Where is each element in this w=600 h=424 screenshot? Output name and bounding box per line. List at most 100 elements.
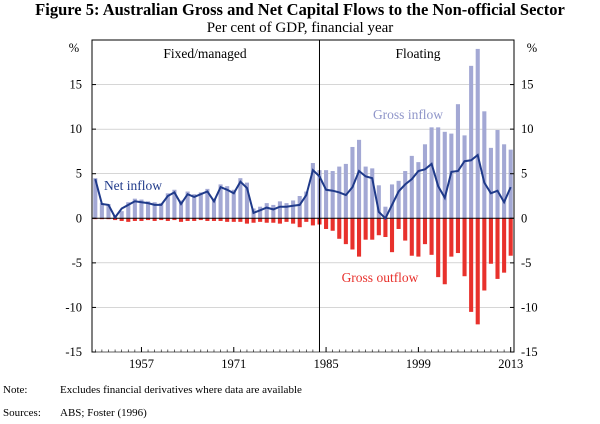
unit-label-left: %	[69, 41, 79, 55]
y-tick-label: 5	[76, 167, 82, 181]
gross-inflow-bar	[211, 198, 217, 219]
gross-inflow-bar	[304, 191, 309, 219]
gridlines	[92, 84, 514, 353]
gross-inflow-bar	[297, 196, 302, 219]
gross-outflow-bar	[284, 218, 289, 222]
y-tick-label: -15	[65, 345, 82, 359]
gross-outflow-bar	[113, 218, 118, 221]
gross-inflow-bar	[357, 139, 362, 219]
annotation-gross-inflow: Gross inflow	[373, 107, 443, 122]
gross-inflow-bar	[244, 182, 249, 219]
gross-inflow-bar	[132, 198, 137, 219]
gross-outflow-bars	[93, 218, 513, 325]
annotation-gross-outflow: Gross outflow	[342, 270, 419, 285]
gross-outflow-bar	[218, 218, 223, 221]
gross-outflow-bar	[436, 218, 441, 278]
gross-inflow-bar	[264, 203, 269, 219]
gross-inflow-bar	[139, 199, 144, 219]
sources-label: Sources:	[3, 407, 41, 419]
gross-outflow-bar	[251, 218, 256, 223]
gross-outflow-bar	[330, 218, 335, 231]
y-tick-label: -10	[521, 300, 538, 314]
gross-inflow-bar	[172, 189, 177, 219]
y-tick-label: 15	[521, 78, 534, 92]
x-tick-label: 1985	[314, 357, 339, 371]
y-tick-label: -15	[521, 345, 538, 359]
gross-outflow-bar	[363, 218, 368, 240]
gross-outflow-bar	[119, 218, 124, 221]
gross-inflow-bar	[429, 127, 434, 219]
gross-inflow-bar	[416, 162, 421, 219]
gross-outflow-bar	[198, 218, 203, 221]
gross-inflow-bar	[185, 191, 190, 219]
region-label-fixed: Fixed/managed	[163, 46, 246, 61]
gross-inflow-bar	[277, 201, 282, 219]
gross-inflow-bar	[218, 184, 223, 219]
gross-outflow-bar	[488, 218, 493, 264]
gross-outflow-bar	[403, 218, 408, 241]
y-tick-label: -5	[521, 256, 531, 270]
gross-inflow-bar	[436, 127, 441, 219]
gross-inflow-bar	[231, 189, 236, 219]
gross-outflow-bar	[442, 218, 447, 285]
note-text: Excludes financial derivatives where dat…	[60, 384, 302, 396]
gross-outflow-bar	[192, 218, 197, 221]
gross-outflow-bar	[389, 218, 395, 253]
gross-outflow-bar	[205, 218, 210, 221]
gross-outflow-bar	[271, 218, 276, 223]
gross-inflow-bar	[178, 200, 184, 219]
gross-outflow-bar	[277, 218, 282, 224]
gross-outflow-bar	[152, 218, 157, 221]
gross-inflow-bar	[106, 204, 111, 219]
gross-inflow-bar	[198, 192, 203, 219]
gross-outflow-bar	[455, 218, 460, 254]
gross-inflow-bar	[389, 184, 395, 219]
y-tick-label: 5	[521, 167, 527, 181]
gross-inflow-bar	[119, 211, 124, 219]
y-axis-left: -15 -10 -5 0 5 10 15	[65, 78, 96, 359]
chart-title: Figure 5: Australian Gross and Net Capit…	[35, 0, 565, 19]
gross-inflow-bar	[238, 178, 243, 219]
gross-outflow-bar	[495, 218, 500, 279]
gross-outflow-bar	[291, 218, 296, 224]
gross-outflow-bar	[126, 218, 131, 222]
gross-inflow-bar	[363, 166, 368, 219]
y-tick-label: -5	[72, 256, 82, 270]
gross-inflow-bar	[324, 170, 329, 219]
gross-outflow-bar	[343, 218, 348, 245]
gross-outflow-bar	[337, 218, 342, 239]
gross-outflow-bar	[383, 218, 388, 238]
gross-outflow-bar	[475, 218, 480, 325]
gross-outflow-bar	[310, 218, 315, 226]
gross-outflow-bar	[264, 218, 269, 223]
gross-inflow-bar	[258, 206, 263, 219]
gross-inflow-bar	[159, 203, 164, 219]
note-label: Note:	[3, 384, 27, 396]
gross-outflow-bar	[462, 218, 467, 277]
gross-outflow-bar	[357, 218, 362, 257]
y-tick-label: 10	[521, 122, 534, 136]
gross-inflow-bar	[508, 149, 513, 219]
gross-inflow-bar	[126, 202, 131, 219]
gross-inflow-bar	[370, 168, 375, 219]
gross-outflow-bar	[469, 218, 474, 312]
gross-inflow-bar	[192, 194, 197, 219]
gross-inflow-bar	[442, 131, 447, 219]
gross-inflow-bar	[502, 144, 507, 219]
gross-inflow-bar	[99, 203, 104, 219]
gross-outflow-bar	[508, 218, 513, 256]
gross-outflow-bar	[429, 218, 434, 255]
gross-inflow-bar	[205, 188, 210, 219]
gross-inflow-bar	[383, 206, 388, 219]
gross-inflow-bar	[376, 185, 381, 219]
gross-inflow-bar	[271, 204, 276, 219]
x-tick-label: 1957	[129, 357, 154, 371]
gross-outflow-bar	[449, 218, 454, 257]
gross-outflow-bar	[297, 218, 302, 228]
gross-inflow-bar	[403, 171, 408, 219]
gross-outflow-bar	[409, 218, 414, 256]
gross-outflow-bar	[376, 218, 381, 236]
gross-inflow-bar	[93, 178, 98, 219]
x-axis: 1957 1971 1985 1999 2013	[94, 347, 523, 371]
